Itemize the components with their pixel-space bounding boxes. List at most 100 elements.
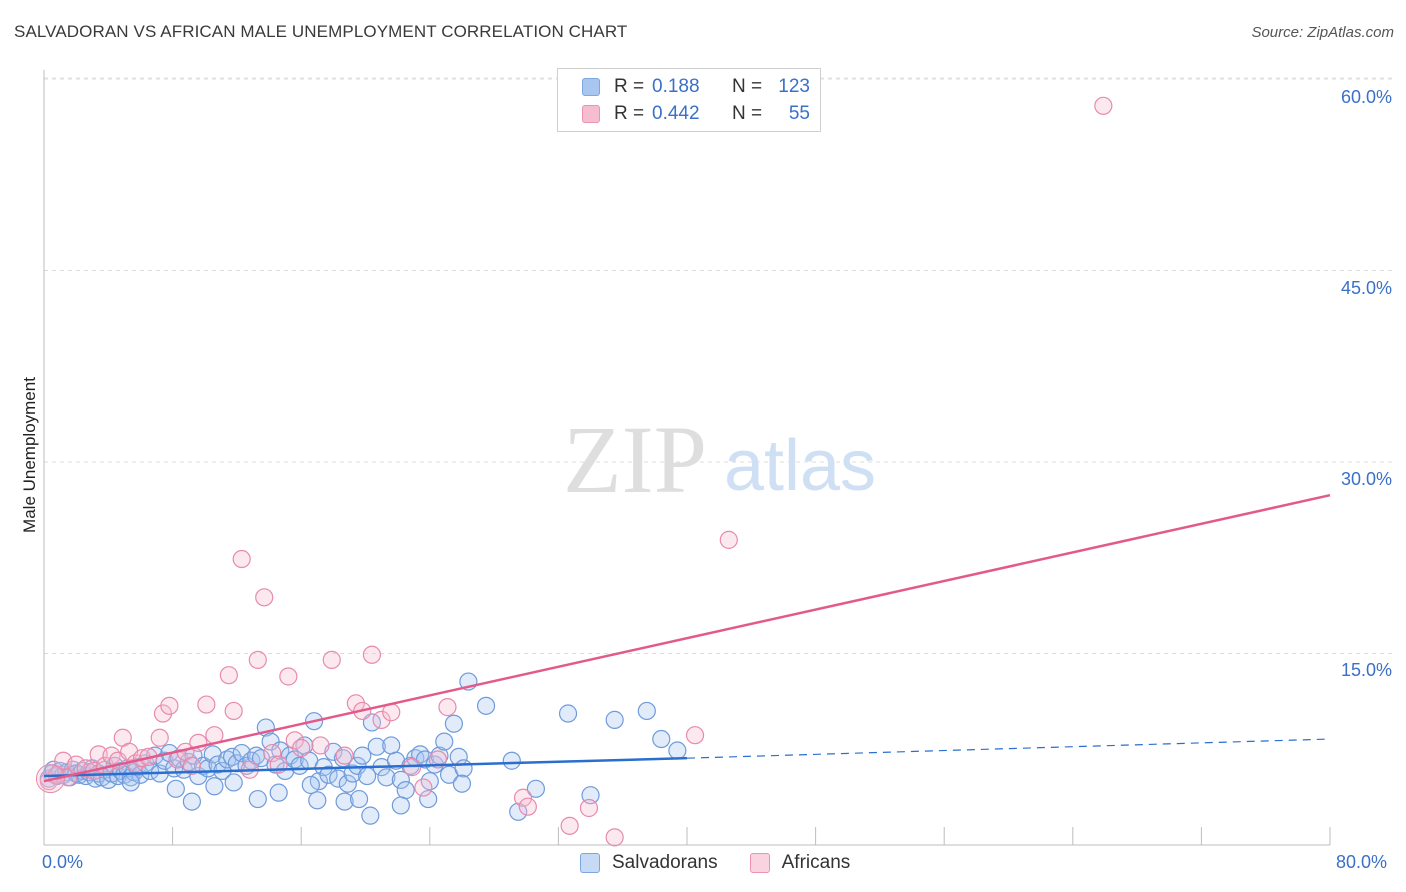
watermark-atlas: atlas: [724, 426, 876, 506]
data-point: [203, 745, 222, 764]
data-point: [322, 650, 341, 669]
data-point: [248, 789, 267, 809]
data-point: [160, 696, 179, 715]
legend-r-value: 0.188: [652, 76, 700, 97]
source-credit: Source: ZipAtlas.com: [1251, 24, 1394, 41]
data-point: [329, 769, 348, 788]
data-point: [685, 726, 705, 745]
series-label-africans: Africans: [781, 852, 851, 873]
y-tick-label-30: 30.0%: [1340, 469, 1392, 489]
data-point: [335, 792, 354, 811]
y-tick-label-45: 45.0%: [1340, 278, 1392, 298]
data-point: [335, 746, 354, 765]
trendline-salvadorans-extension: [686, 738, 1331, 759]
data-point: [263, 743, 282, 763]
data-point: [224, 701, 243, 721]
data-point: [367, 737, 386, 756]
axes: [43, 70, 1331, 846]
data-point: [502, 751, 521, 770]
data-point: [150, 728, 169, 747]
data-point: [311, 736, 330, 755]
data-point: [224, 773, 243, 792]
data-point: [248, 650, 267, 669]
data-point: [197, 695, 216, 714]
data-point: [269, 783, 288, 802]
series-swatch-africans: [749, 853, 770, 873]
points-africans: [35, 96, 1113, 847]
data-point: [605, 828, 624, 847]
legend-n-label: N =: [732, 103, 763, 124]
data-point: [476, 696, 496, 715]
data-point: [377, 768, 396, 787]
data-point: [391, 770, 410, 789]
data-point: [121, 773, 140, 792]
data-point: [396, 781, 415, 800]
trendline-africans: [43, 493, 1331, 783]
data-point: [509, 802, 528, 821]
data-point: [308, 791, 327, 810]
data-point: [353, 746, 372, 765]
series-label-salvadorans: Salvadorans: [612, 852, 718, 873]
watermark: ZIP atlas: [563, 406, 876, 513]
series-swatch-salvadorans: [580, 853, 600, 873]
legend-n-value: 55: [788, 103, 810, 124]
legend-row-salvadorans: R = 0.188 N = 123: [582, 75, 810, 99]
data-point: [292, 738, 311, 758]
data-point: [526, 779, 545, 798]
data-point: [362, 645, 382, 664]
data-point: [719, 530, 738, 549]
trendline-salvadorans: [43, 756, 688, 778]
series-legend-salvadorans[interactable]: Salvadorans: [580, 852, 718, 874]
data-point: [579, 798, 599, 818]
data-point: [518, 797, 537, 816]
data-point: [166, 779, 185, 798]
data-point: [454, 759, 473, 778]
data-point: [414, 778, 433, 797]
data-point: [637, 701, 656, 721]
legend-row-africans: R = 0.442 N = 55: [582, 102, 810, 126]
data-point: [205, 777, 224, 796]
legend-swatch-salvadorans: [582, 78, 600, 96]
legend-swatch-africans: [582, 105, 600, 123]
data-point: [560, 816, 579, 835]
x-tick-label-max: 80.0%: [1336, 852, 1388, 872]
y-tick-label-15: 15.0%: [1340, 660, 1392, 680]
legend-r-label: R =: [614, 76, 645, 97]
legend-n-value: 123: [778, 76, 810, 97]
data-point: [444, 714, 464, 733]
data-point: [452, 774, 472, 793]
data-point: [182, 756, 201, 775]
chart-title: SALVADORAN VS AFRICAN MALE UNEMPLOYMENT …: [14, 22, 628, 41]
correlation-legend: R = 0.188 N = 123 R = 0.442 N = 55: [557, 68, 821, 132]
legend-r-label: R =: [614, 103, 645, 124]
gridlines: [44, 77, 1392, 654]
trendlines: [43, 493, 1331, 783]
data-point: [428, 750, 447, 769]
watermark-zip: ZIP: [563, 406, 707, 513]
series-legend: Salvadorans Africans: [580, 852, 882, 874]
data-point: [513, 788, 533, 807]
data-point: [301, 775, 320, 795]
data-point: [89, 745, 108, 764]
data-point: [652, 729, 671, 749]
series-legend-africans[interactable]: Africans: [749, 852, 851, 874]
data-point: [349, 789, 369, 809]
data-point: [558, 704, 578, 723]
data-point: [182, 792, 201, 811]
legend-n-label: N =: [732, 76, 763, 97]
data-point: [372, 710, 391, 729]
x-tick-label-min: 0.0%: [42, 852, 84, 872]
data-point: [382, 736, 401, 755]
data-point: [438, 698, 457, 717]
data-point: [232, 549, 251, 569]
data-point: [279, 667, 298, 686]
data-point: [435, 732, 454, 751]
y-tick-label-60: 60.0%: [1340, 87, 1392, 107]
legend-r-value: 0.442: [652, 103, 700, 124]
data-point: [605, 710, 624, 729]
data-point: [391, 796, 410, 815]
data-point: [219, 666, 238, 685]
data-point: [419, 789, 438, 809]
data-point: [668, 741, 687, 760]
